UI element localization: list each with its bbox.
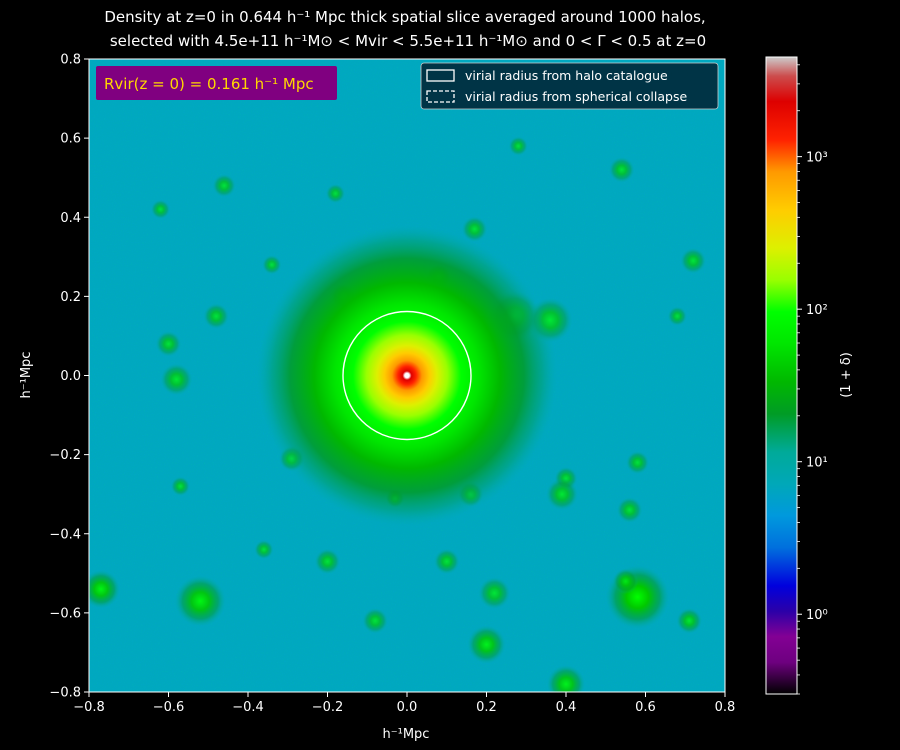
chart-title-line1: Density at z=0 in 0.644 h⁻¹ Mpc thick sp… (104, 8, 705, 26)
subhalo-clump (325, 183, 345, 204)
colorbar-ticks: 10⁰ 10¹ 10² 10³ (797, 64, 828, 695)
subhalo-clump (314, 548, 341, 575)
subhalo-clump (608, 157, 635, 183)
x-axis-ticks: −0.8 −0.6 −0.4 −0.2 0.0 0.2 0.4 0.6 0.8 (73, 692, 735, 715)
heatmap-area (89, 59, 725, 692)
y-tick-label: 0.8 (60, 53, 81, 68)
virial-radius-annotation: Rvir(z = 0) = 0.161 h⁻¹ Mpc (96, 66, 337, 100)
subhalo-clump (508, 136, 528, 156)
x-tick-label: 0.4 (556, 700, 577, 715)
subhalo-clump (203, 303, 229, 329)
x-tick-label: 0.2 (476, 700, 497, 715)
y-axis-ticks: −0.8 −0.6 −0.4 −0.2 0.0 0.2 0.4 0.6 0.8 (49, 53, 89, 701)
y-axis-label: h⁻¹Mpc (19, 352, 34, 399)
x-tick-label: 0.0 (397, 700, 418, 715)
subhalo-clump (546, 478, 578, 511)
x-tick-label: −0.8 (73, 700, 105, 715)
subhalo-clump (212, 174, 236, 198)
subhalo-clump (151, 199, 171, 219)
y-tick-label: 0.0 (60, 369, 81, 384)
subhalo-clump (434, 548, 460, 575)
colorbar-tick-label: 10³ (806, 151, 828, 166)
subhalo-clump (89, 570, 120, 609)
subhalo-clump (680, 248, 706, 274)
subhalo-clump (160, 363, 193, 396)
y-tick-label: −0.4 (49, 527, 81, 542)
subhalo-clump (546, 665, 586, 692)
legend: virial radius from halo catalogue virial… (420, 62, 719, 110)
subhalo-clump (170, 476, 190, 496)
annotation-text: Rvir(z = 0) = 0.161 h⁻¹ Mpc (104, 75, 314, 93)
legend-swatch-solid (426, 69, 455, 82)
colorbar-tick-label: 10² (806, 303, 828, 318)
legend-entry-spherical-collapse: virial radius from spherical collapse (465, 89, 687, 104)
subhalo-clump (667, 306, 687, 326)
legend-entry-catalogue: virial radius from halo catalogue (465, 68, 668, 83)
x-tick-label: −0.4 (232, 700, 264, 715)
x-tick-label: −0.6 (153, 700, 185, 715)
y-tick-label: 0.4 (60, 211, 81, 226)
annotation-box (96, 66, 337, 100)
legend-swatch-dashed (426, 90, 455, 103)
y-tick-label: 0.6 (60, 132, 81, 147)
subhalo-clump (174, 575, 226, 627)
subhalo-clump (676, 608, 702, 634)
central-halo-density (257, 225, 557, 526)
colorbar: 10⁰ 10¹ 10² 10³ (1 + δ) (765, 56, 854, 695)
colorbar-tick-label: 10⁰ (806, 608, 828, 623)
colorbar-label: (1 + δ) (839, 352, 854, 398)
colorbar-tick-label: 10¹ (806, 456, 828, 471)
x-tick-label: 0.8 (715, 700, 736, 715)
subhalo-clump (155, 331, 182, 357)
subhalo-clump (612, 568, 639, 594)
legend-box (420, 62, 719, 110)
y-tick-label: 0.2 (60, 290, 81, 305)
subhalo-clump (626, 451, 649, 474)
subhalo-clump (254, 540, 274, 560)
subhalo-clump (478, 577, 511, 609)
chart-title-line2: selected with 4.5e+11 h⁻¹M⊙ < Mvir < 5.5… (110, 32, 706, 50)
virial-radius-circle (342, 310, 472, 441)
subhalo-clump (467, 625, 506, 664)
x-axis-label: h⁻¹Mpc (383, 727, 430, 742)
subhalo-clump (362, 608, 388, 634)
y-tick-label: −0.6 (49, 606, 81, 621)
subhalo-clump (461, 216, 488, 242)
subhalo-clump (616, 497, 643, 523)
y-tick-label: −0.2 (49, 448, 81, 463)
subhalo-clump (262, 255, 282, 275)
x-tick-label: 0.6 (635, 700, 656, 715)
colorbar-strip (765, 56, 798, 695)
x-tick-label: −0.2 (312, 700, 344, 715)
y-tick-label: −0.8 (49, 686, 81, 701)
